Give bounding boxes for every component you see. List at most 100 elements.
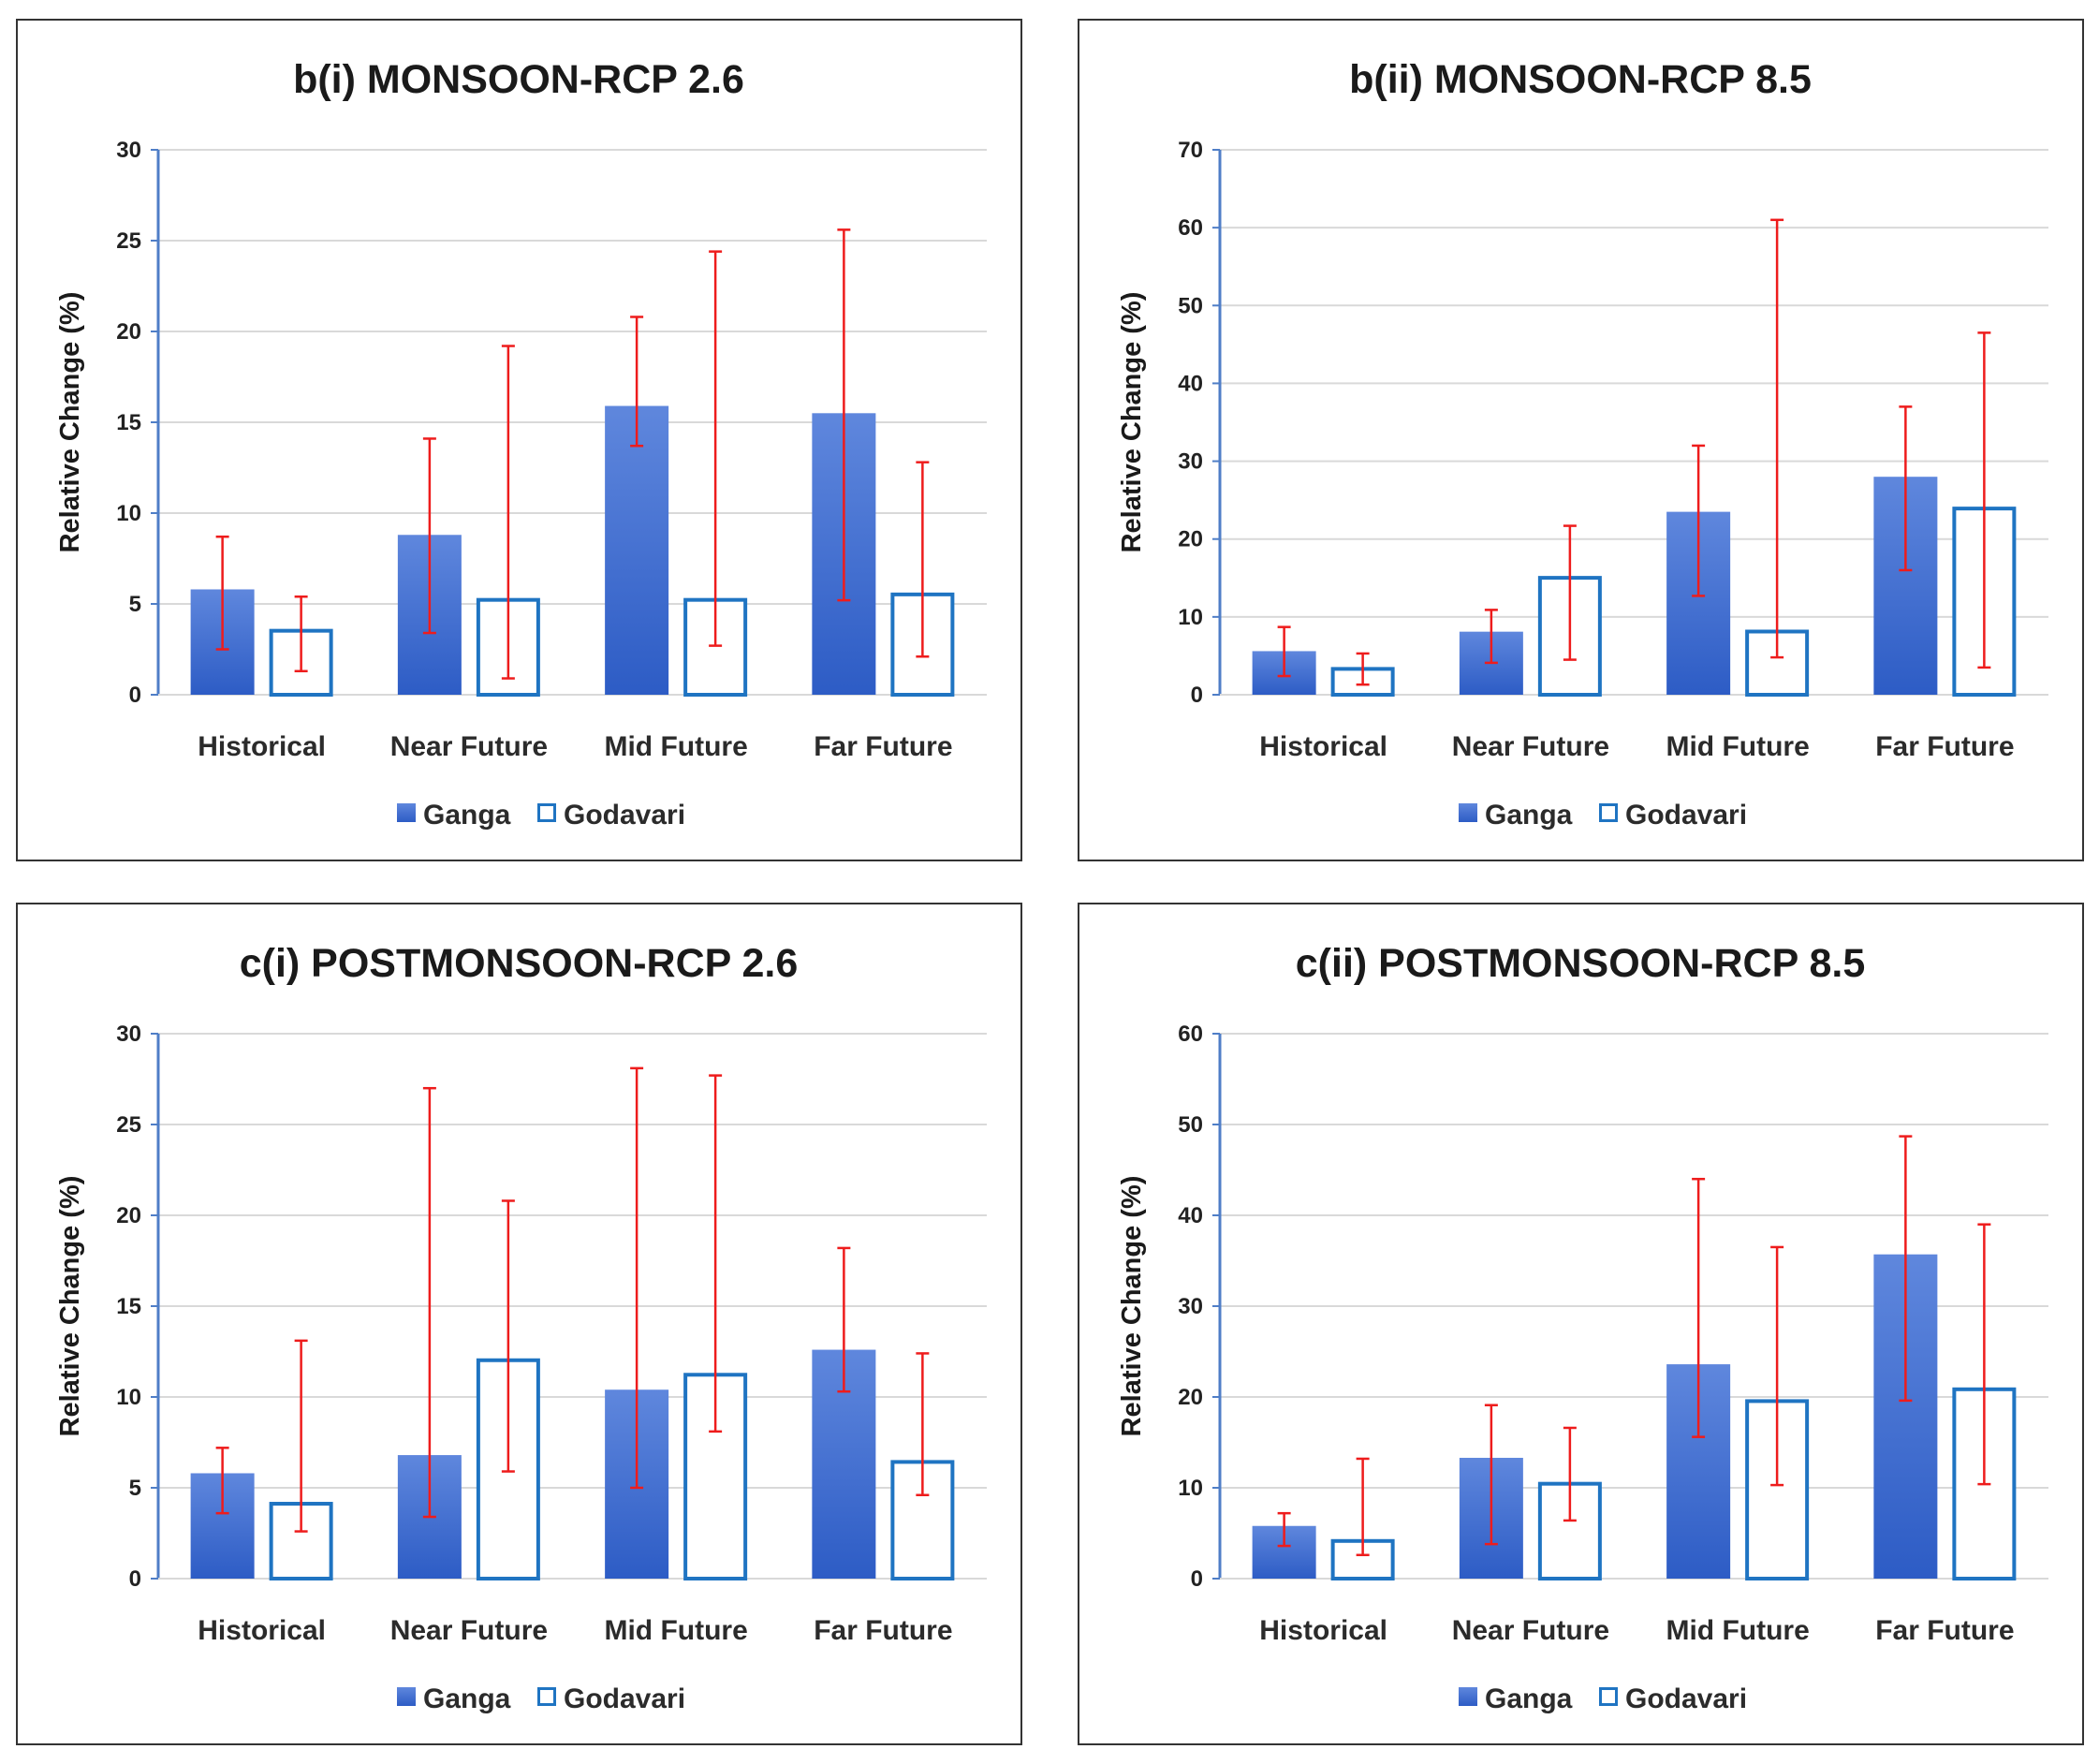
y-tick-label: 10	[1178, 605, 1203, 630]
chart-monsoon-rcp26: b(i) MONSOON-RCP 2.6 0 5 10 15 20 25 30 Relative…	[55, 57, 987, 831]
chart-title: b(ii) MONSOON-RCP 8.5	[1349, 57, 1812, 102]
ganga-error-bar-far-future	[837, 228, 851, 602]
ganga-error-bar-mid-future	[630, 1066, 644, 1490]
chart-postmonsoon-rcp26: c(i) POSTMONSOON-RCP 2.6 0 5 10 15 20 25 30 Rela…	[55, 941, 987, 1714]
legend: Ganga Godavari	[1459, 800, 1747, 831]
y-tick-label: 0	[1191, 1566, 1203, 1592]
godavari-error-bar-near-future	[1563, 524, 1577, 661]
x-category-label: Mid Future	[604, 731, 747, 762]
y-tick-label: 30	[1178, 449, 1203, 475]
legend-swatch-ganga	[397, 803, 416, 822]
y-tick-label: 5	[129, 592, 141, 617]
y-tick-label: 40	[1178, 371, 1203, 396]
chart-monsoon-rcp85: b(ii) MONSOON-RCP 8.5 0 10 20 30 40 50 60 70 Rela…	[1117, 57, 2048, 831]
godavari-error-bar-far-future	[1977, 1223, 1991, 1486]
ganga-error-bar-far-future	[837, 1246, 851, 1393]
x-category-label: Near Future	[1452, 731, 1609, 762]
ganga-error-bar-mid-future	[630, 316, 644, 448]
ganga-error-bar-historical	[215, 1447, 229, 1515]
legend-item-ganga: Ganga	[397, 1683, 511, 1714]
y-tick-label: 20	[116, 319, 141, 345]
y-tick-label: 25	[116, 1112, 141, 1138]
ganga-error-bar-historical	[1277, 1511, 1291, 1548]
x-category-label: Mid Future	[1666, 731, 1809, 762]
ganga-error-bar-near-future	[1484, 609, 1498, 665]
y-tick-label: 10	[1178, 1476, 1203, 1501]
legend-label-ganga: Ganga	[1485, 800, 1573, 831]
y-tick-label: 50	[1178, 1112, 1203, 1138]
ganga-error-bar-near-future	[422, 437, 436, 635]
ganga-error-bar-historical	[215, 535, 229, 651]
chart-panel-postmonsoon-rcp85: c(ii) POSTMONSOON-RCP 8.5 0 10 20 30 40 50 60 Re…	[1078, 903, 2084, 1745]
y-tick-label: 0	[129, 683, 141, 708]
y-axis-label: Relative Change (%)	[55, 1176, 85, 1437]
godavari-error-bar-historical	[1356, 652, 1370, 686]
chart-panel-monsoon-rcp85: b(ii) MONSOON-RCP 8.5 0 10 20 30 40 50 60 70 Rela…	[1078, 19, 2084, 861]
x-category-label: Far Future	[814, 1615, 952, 1646]
legend-label-godavari: Godavari	[1625, 1683, 1747, 1714]
legend-item-godavari: Godavari	[537, 1683, 685, 1714]
legend-swatch-godavari	[537, 803, 556, 822]
godavari-error-bar-near-future	[501, 345, 515, 680]
ganga-error-bar-far-future	[1899, 1135, 1913, 1403]
legend-label-ganga: Ganga	[423, 1683, 511, 1714]
chart-postmonsoon-rcp85: c(ii) POSTMONSOON-RCP 8.5 0 10 20 30 40 50 60 Re…	[1117, 941, 2048, 1714]
chart-panel-postmonsoon-rcp26: c(i) POSTMONSOON-RCP 2.6 0 5 10 15 20 25 30 Rela…	[16, 903, 1022, 1745]
legend-label-godavari: Godavari	[564, 1683, 685, 1714]
godavari-error-bar-far-future	[1977, 331, 1991, 669]
godavari-error-bar-mid-future	[709, 250, 723, 647]
godavari-error-bar-historical	[294, 1339, 308, 1533]
y-tick-label: 40	[1178, 1203, 1203, 1228]
legend-item-ganga: Ganga	[1459, 800, 1573, 831]
chart-title: b(i) MONSOON-RCP 2.6	[293, 57, 744, 102]
godavari-error-bar-near-future	[1563, 1426, 1577, 1522]
x-category-label: Near Future	[390, 1615, 548, 1646]
legend-item-ganga: Ganga	[397, 800, 511, 831]
y-tick-label: 60	[1178, 215, 1203, 241]
chart-panel-monsoon-rcp26: b(i) MONSOON-RCP 2.6 0 5 10 15 20 25 30 Relative…	[16, 19, 1022, 861]
legend-swatch-ganga	[1459, 803, 1477, 822]
y-tick-label: 20	[116, 1203, 141, 1228]
x-category-label: Near Future	[1452, 1615, 1609, 1646]
legend-swatch-godavari	[1599, 803, 1618, 822]
y-tick-label: 70	[1178, 138, 1203, 163]
x-category-label: Historical	[198, 1615, 326, 1646]
legend-swatch-godavari	[537, 1687, 556, 1706]
godavari-error-bar-historical	[1356, 1457, 1370, 1557]
x-category-label: Historical	[198, 731, 326, 762]
y-tick-label: 20	[1178, 1385, 1203, 1410]
x-category-label: Far Future	[814, 731, 952, 762]
ganga-error-bar-mid-future	[1692, 444, 1706, 597]
chart-title: c(ii) POSTMONSOON-RCP 8.5	[1296, 941, 1865, 986]
ganga-error-bar-near-future	[1484, 1404, 1498, 1546]
legend: Ganga Godavari	[397, 1683, 685, 1714]
x-category-label: Historical	[1259, 1615, 1387, 1646]
y-axis-label: Relative Change (%)	[55, 292, 85, 553]
godavari-error-bar-mid-future	[1770, 1245, 1784, 1487]
y-tick-label: 30	[116, 1022, 141, 1047]
godavari-bar-historical	[269, 1502, 333, 1581]
x-category-label: Near Future	[390, 731, 548, 762]
ganga-error-bar-historical	[1277, 625, 1291, 678]
y-axis-label: Relative Change (%)	[1117, 1176, 1147, 1437]
ganga-error-bar-far-future	[1899, 405, 1913, 572]
x-category-label: Historical	[1259, 731, 1387, 762]
godavari-error-bar-historical	[294, 595, 308, 673]
x-category-label: Far Future	[1875, 731, 2014, 762]
x-category-label: Far Future	[1875, 1615, 2014, 1646]
ganga-error-bar-mid-future	[1692, 1177, 1706, 1438]
y-axis-label: Relative Change (%)	[1117, 292, 1147, 553]
legend-item-godavari: Godavari	[537, 800, 685, 831]
y-tick-label: 30	[1178, 1294, 1203, 1319]
y-tick-label: 50	[1178, 293, 1203, 318]
godavari-error-bar-far-future	[916, 1352, 930, 1497]
legend-swatch-ganga	[397, 1687, 416, 1706]
legend-item-godavari: Godavari	[1599, 800, 1747, 831]
x-category-label: Mid Future	[604, 1615, 747, 1646]
legend-label-ganga: Ganga	[1485, 1683, 1573, 1714]
godavari-error-bar-far-future	[916, 461, 930, 658]
legend-label-godavari: Godavari	[564, 800, 685, 831]
legend-item-ganga: Ganga	[1459, 1683, 1573, 1714]
godavari-error-bar-mid-future	[709, 1074, 723, 1433]
legend: Ganga Godavari	[1459, 1683, 1747, 1714]
